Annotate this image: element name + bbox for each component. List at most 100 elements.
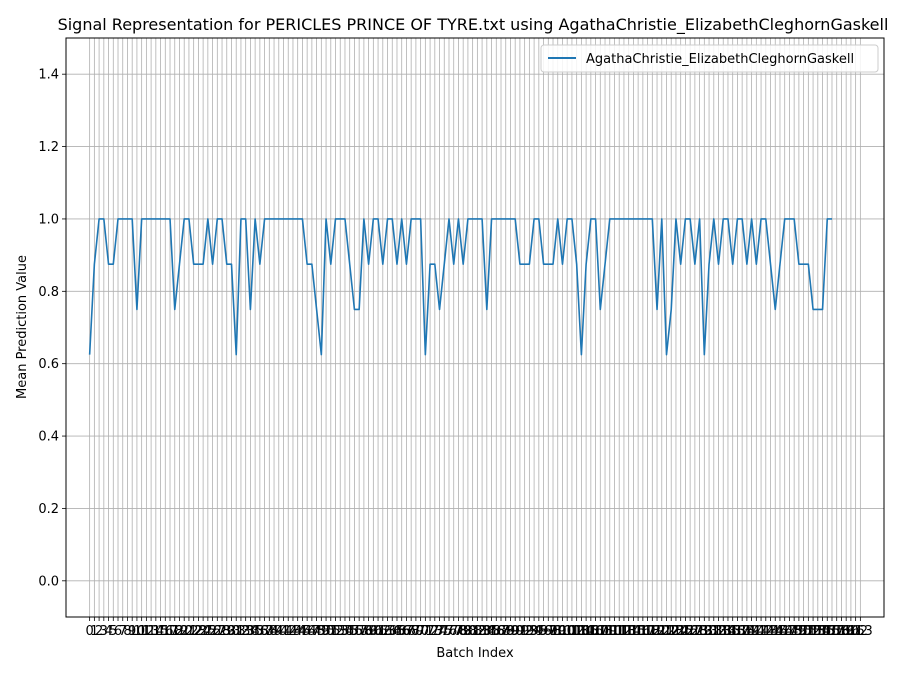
x-tick-label: 128 (682, 624, 707, 639)
x-tick-label: 63 (379, 624, 396, 639)
x-tick-label: 47 (304, 624, 321, 639)
x-tick-label: 119 (640, 624, 665, 639)
x-tick-label: 38 (261, 624, 278, 639)
x-tick-label: 123 (659, 624, 684, 639)
x-tick-label: 149 (782, 624, 807, 639)
x-tick-label: 4 (104, 624, 112, 639)
x-tick-label: 126 (673, 624, 698, 639)
x-tick-label: 77 (445, 624, 462, 639)
x-tick-label: 157 (820, 624, 845, 639)
x-tick-label: 95 (531, 624, 548, 639)
x-tick-label: 162 (843, 624, 868, 639)
x-tick-label: 10 (129, 624, 146, 639)
y-tick-label: 0.4 (38, 430, 59, 445)
tick-layer: 0.00.20.40.60.81.01.21.40123456789101112… (38, 68, 872, 639)
x-tick-label: 21 (181, 624, 198, 639)
x-tick-label: 28 (214, 624, 231, 639)
x-tick-label: 30 (223, 624, 240, 639)
x-tick-label: 56 (346, 624, 363, 639)
x-tick-label: 16 (157, 624, 174, 639)
x-tick-label: 14 (148, 624, 165, 639)
x-tick-label: 94 (526, 624, 543, 639)
x-tick-label: 109 (593, 624, 618, 639)
y-tick-label: 0.8 (38, 285, 59, 300)
plot-frame (65, 37, 885, 618)
x-tick-label: 72 (422, 624, 439, 639)
x-tick-label: 159 (829, 624, 854, 639)
x-tick-label: 152 (796, 624, 821, 639)
x-tick-label: 127 (678, 624, 703, 639)
x-tick-label: 48 (308, 624, 325, 639)
x-tick-label: 0 (86, 624, 94, 639)
x-tick-label: 67 (398, 624, 415, 639)
x-tick-label: 88 (497, 624, 514, 639)
x-tick-label: 61 (370, 624, 387, 639)
x-tick-label: 58 (356, 624, 373, 639)
x-tick-label: 87 (493, 624, 510, 639)
x-tick-label: 89 (502, 624, 519, 639)
x-tick-label: 32 (233, 624, 250, 639)
x-tick-label: 64 (384, 624, 401, 639)
x-tick-label: 34 (242, 624, 259, 639)
y-tick-label: 0.0 (38, 574, 59, 589)
x-tick-label: 8 (123, 624, 131, 639)
legend: AgathaChristie_ElizabethCleghornGaskell (540, 44, 879, 73)
x-tick-label: 29 (218, 624, 235, 639)
x-tick-label: 120 (645, 624, 670, 639)
x-tick-label: 20 (176, 624, 193, 639)
x-tick-label: 26 (204, 624, 221, 639)
x-tick-label: 105 (574, 624, 599, 639)
x-tick-label: 51 (323, 624, 340, 639)
x-tick-label: 98 (545, 624, 562, 639)
x-tick-label: 132 (701, 624, 726, 639)
x-tick-label: 40 (271, 624, 288, 639)
x-tick-label: 22 (185, 624, 202, 639)
x-tick-label: 118 (635, 624, 660, 639)
x-tick-label: 161 (838, 624, 863, 639)
x-tick-label: 69 (408, 624, 425, 639)
x-tick-label: 153 (801, 624, 826, 639)
x-tick-label: 43 (285, 624, 302, 639)
x-tick-label: 140 (739, 624, 764, 639)
x-tick-label: 141 (744, 624, 769, 639)
x-tick-label: 39 (266, 624, 283, 639)
x-tick-label: 130 (692, 624, 717, 639)
x-tick-label: 125 (668, 624, 693, 639)
x-tick-label: 15 (152, 624, 169, 639)
x-tick-label: 42 (280, 624, 297, 639)
x-tick-label: 108 (588, 624, 613, 639)
x-tick-label: 66 (393, 624, 410, 639)
x-tick-label: 74 (431, 624, 448, 639)
x-tick-label: 115 (621, 624, 646, 639)
x-tick-label: 100 (550, 624, 575, 639)
x-tick-label: 117 (630, 624, 655, 639)
x-tick-label: 90 (507, 624, 524, 639)
x-tick-label: 44 (289, 624, 306, 639)
x-tick-label: 73 (427, 624, 444, 639)
x-tick-label: 24 (195, 624, 212, 639)
y-tick-label: 0.2 (38, 502, 59, 517)
x-tick-label: 62 (375, 624, 392, 639)
x-tick-label: 85 (483, 624, 500, 639)
x-tick-label: 3 (100, 624, 108, 639)
x-tick-label: 11 (133, 624, 150, 639)
x-tick-label: 78 (450, 624, 467, 639)
x-tick-label: 71 (417, 624, 434, 639)
x-tick-label: 143 (753, 624, 778, 639)
x-tick-label: 144 (758, 624, 783, 639)
x-tick-label: 150 (786, 624, 811, 639)
x-tick-label: 137 (725, 624, 750, 639)
x-tick-label: 55 (341, 624, 358, 639)
x-tick-label: 60 (365, 624, 382, 639)
x-tick-label: 146 (768, 624, 793, 639)
x-tick-label: 113 (612, 624, 637, 639)
x-tick-label: 59 (360, 624, 377, 639)
x-tick-label: 75 (436, 624, 453, 639)
x-tick-label: 70 (412, 624, 429, 639)
x-tick-label: 86 (488, 624, 505, 639)
x-tick-label: 136 (720, 624, 745, 639)
x-tick-label: 97 (540, 624, 557, 639)
x-tick-label: 158 (824, 624, 849, 639)
x-tick-label: 35 (247, 624, 264, 639)
